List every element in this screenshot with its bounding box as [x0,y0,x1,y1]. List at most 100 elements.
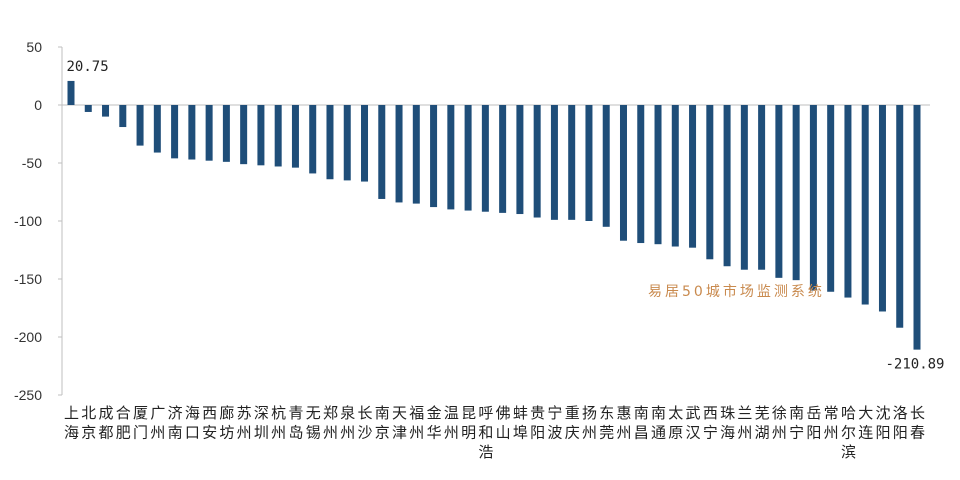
bar-39 [723,105,731,267]
bar-23 [447,105,455,210]
x-tick-label: 珠海 [718,405,737,444]
bar-31 [585,105,593,221]
x-tick-label: 兰州 [735,405,754,444]
y-tick-label: -100 [14,213,42,229]
data-label: -210.89 [885,357,944,373]
x-tick-label: 徐州 [769,405,788,444]
y-tick-label: 50 [26,39,42,55]
bar-11 [240,105,248,165]
x-tick-label: 常州 [821,405,840,444]
x-tick-label: 金华 [424,405,443,444]
x-tick-label: 合肥 [113,405,132,444]
x-tick-label: 重庆 [562,405,581,444]
x-tick-label: 蚌埠 [510,405,529,444]
bar-15 [309,105,317,174]
bar-17 [343,105,351,181]
x-tick-label: 芜湖 [752,405,771,444]
bar-28 [533,105,541,218]
bar-44 [809,105,817,291]
x-tick-label: 南通 [649,405,668,444]
x-tick-label: 无锡 [303,405,322,444]
bar-12 [257,105,265,166]
bar-14 [291,105,299,168]
x-tick-label: 青岛 [286,405,305,444]
bar-2 [84,105,92,112]
x-tick-label: 西宁 [700,405,719,444]
x-tick-label: 岳阳 [804,405,823,444]
data-label: 20.75 [67,59,109,75]
bar-27 [516,105,524,215]
bar-50 [913,105,921,350]
x-tick-label: 南昌 [631,405,650,444]
x-tick-label: 泉州 [338,405,357,444]
bar-24 [464,105,472,211]
x-tick-label: 洛阳 [890,405,909,444]
bar-42 [775,105,783,278]
bar-25 [481,105,489,212]
bar-34 [637,105,645,244]
bar-49 [896,105,904,328]
bar-4 [119,105,127,128]
y-tick-label: -150 [14,271,42,287]
x-tick-label: 武汉 [683,405,702,444]
bar-32 [602,105,610,227]
bar-6 [153,105,161,153]
bar-20 [395,105,403,203]
bar-33 [619,105,627,241]
bar-41 [758,105,766,270]
x-tick-label: 上海 [62,405,80,444]
x-tick-label: 南宁 [787,405,806,444]
x-tick-label: 佛山 [493,405,512,444]
bar-30 [568,105,576,220]
x-tick-label: 太原 [666,405,685,444]
bar-43 [792,105,800,281]
bar-22 [430,105,438,208]
bar-48 [878,105,886,312]
x-tick-label: 郑州 [320,405,339,444]
x-tick-label: 济南 [165,405,184,444]
x-tick-label: 福州 [407,405,426,444]
x-tick-label: 呼和浩 [476,405,495,464]
x-tick-label: 哈尔滨 [838,405,857,464]
y-tick-label: -250 [14,387,42,403]
bar-47 [861,105,869,305]
bar-21 [412,105,420,204]
x-tick-label: 杭州 [269,405,288,444]
x-tick-label: 广州 [148,405,167,444]
x-tick-label: 南京 [372,405,391,444]
bar-45 [827,105,835,292]
bar-19 [378,105,386,199]
x-tick-label: 长春 [908,405,926,444]
bar-7 [171,105,179,159]
bar-10 [222,105,230,162]
x-tick-label: 贵阳 [528,405,547,444]
bar-13 [274,105,282,167]
bar-35 [654,105,662,245]
bar-18 [361,105,369,182]
bar-29 [550,105,558,220]
x-tick-label: 西安 [200,405,219,444]
x-tick-label: 宁波 [545,405,564,444]
x-tick-label: 北京 [79,405,98,444]
x-tick-label: 大连 [856,405,875,444]
x-tick-label: 温州 [441,405,460,444]
bar-5 [136,105,144,146]
y-tick-label: 0 [34,97,42,113]
x-tick-label: 成都 [96,405,115,444]
bar-36 [671,105,679,247]
bar-46 [844,105,852,298]
bar-1 [67,80,75,105]
x-tick-label: 扬州 [579,405,598,444]
x-tick-label: 沈阳 [873,405,892,444]
x-tick-label: 海口 [182,405,201,444]
x-tick-label: 深圳 [251,405,270,444]
x-tick-label: 惠州 [614,405,633,444]
x-tick-label: 长沙 [355,405,374,444]
y-tick-label: -50 [22,155,42,171]
bar-40 [740,105,748,270]
bar-38 [706,105,714,260]
bar-3 [102,105,110,117]
bar-37 [689,105,697,248]
